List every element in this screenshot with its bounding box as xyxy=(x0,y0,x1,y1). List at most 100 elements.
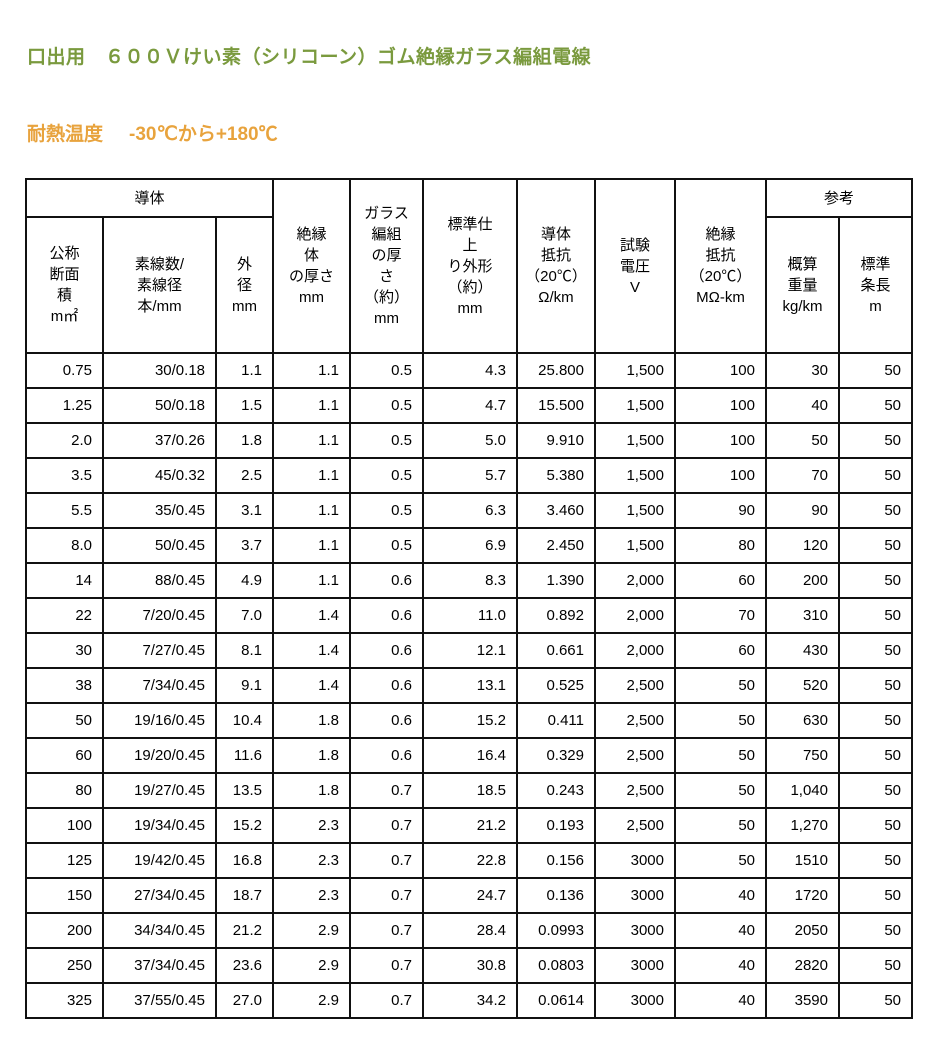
table-cell: 37/34/0.45 xyxy=(103,948,216,983)
table-cell: 0.6 xyxy=(350,633,423,668)
table-cell: 0.5 xyxy=(350,388,423,423)
table-cell: 1720 xyxy=(766,878,839,913)
table-cell: 22.8 xyxy=(423,843,517,878)
col-header-conductor-resistance: 導体 抵抗 （20℃） Ω/km xyxy=(517,179,595,353)
col-header-insulation-resistance: 絶縁 抵抗 （20℃） MΩ-km xyxy=(675,179,766,353)
table-cell: 2820 xyxy=(766,948,839,983)
table-row: 2.0 37/0.26 1.8 1.1 0.5 5.0 9.910 1,500 100 50 50 xyxy=(26,423,913,458)
table-cell: 1.8 xyxy=(273,773,350,808)
table-cell: 30 xyxy=(766,353,839,388)
table-cell: 15.2 xyxy=(216,808,273,843)
table-cell: 2.3 xyxy=(273,808,350,843)
table-cell: 3.7 xyxy=(216,528,273,563)
table-cell: 2.9 xyxy=(273,913,350,948)
group-header-reference: 参考 xyxy=(766,179,913,217)
table-cell: 16.8 xyxy=(216,843,273,878)
table-cell: 50 xyxy=(839,388,913,423)
table-row: 14 88/0.45 4.9 1.1 0.6 8.3 1.390 2,000 60 200 50 xyxy=(26,563,913,598)
table-cell: 6.3 xyxy=(423,493,517,528)
table-row: 22 7/20/0.45 7.0 1.4 0.6 11.0 0.892 2,000 70 310 5… xyxy=(26,598,913,633)
table-cell: 70 xyxy=(675,598,766,633)
heat-resistance-note: 耐熱温度 -30℃から+180℃ xyxy=(27,119,278,146)
table-cell: 2.450 xyxy=(517,528,595,563)
table-cell: 90 xyxy=(766,493,839,528)
heat-resistance-label: 耐熱温度 xyxy=(27,124,104,145)
table-row: 60 19/20/0.45 11.6 1.8 0.6 16.4 0.329 2,500 50 75… xyxy=(26,738,913,773)
table-cell: 50 xyxy=(839,423,913,458)
table-cell: 1.1 xyxy=(273,528,350,563)
table-cell: 15.500 xyxy=(517,388,595,423)
table-cell: 60 xyxy=(675,633,766,668)
table-cell: 3000 xyxy=(595,983,675,1018)
table-cell: 60 xyxy=(26,738,103,773)
table-cell: 100 xyxy=(675,353,766,388)
table-cell: 325 xyxy=(26,983,103,1018)
table-row: 0.75 30/0.18 1.1 1.1 0.5 4.3 25.800 1,500 100 30 5… xyxy=(26,353,913,388)
table-cell: 19/42/0.45 xyxy=(103,843,216,878)
table-cell: 50 xyxy=(839,948,913,983)
table-cell: 50 xyxy=(839,563,913,598)
table-cell: 0.136 xyxy=(517,878,595,913)
table-cell: 50 xyxy=(839,458,913,493)
table-cell: 0.6 xyxy=(350,738,423,773)
table-cell: 1,500 xyxy=(595,458,675,493)
table-cell: 80 xyxy=(26,773,103,808)
table-cell: 0.193 xyxy=(517,808,595,843)
table-cell: 22 xyxy=(26,598,103,633)
table-cell: 3.1 xyxy=(216,493,273,528)
table-cell: 50 xyxy=(675,668,766,703)
table-cell: 40 xyxy=(675,878,766,913)
table-cell: 4.7 xyxy=(423,388,517,423)
table-cell: 19/16/0.45 xyxy=(103,703,216,738)
table-cell: 24.7 xyxy=(423,878,517,913)
table-cell: 50 xyxy=(839,353,913,388)
table-cell: 7/34/0.45 xyxy=(103,668,216,703)
table-cell: 9.910 xyxy=(517,423,595,458)
table-row: 1.25 50/0.18 1.5 1.1 0.5 4.7 15.500 1,500 100 40 5… xyxy=(26,388,913,423)
table-cell: 0.5 xyxy=(350,423,423,458)
table-cell: 750 xyxy=(766,738,839,773)
table-cell: 0.329 xyxy=(517,738,595,773)
table-cell: 11.6 xyxy=(216,738,273,773)
table-row: 50 19/16/0.45 10.4 1.8 0.6 15.2 0.411 2,500 50 63… xyxy=(26,703,913,738)
table-cell: 2050 xyxy=(766,913,839,948)
table-cell: 27/34/0.45 xyxy=(103,878,216,913)
col-header-finished-outer-diameter: 標準仕 上 り外形 （約） mm xyxy=(423,179,517,353)
table-cell: 50 xyxy=(26,703,103,738)
table-row: 200 34/34/0.45 21.2 2.9 0.7 28.4 0.0993 3000 40 2… xyxy=(26,913,913,948)
table-cell: 40 xyxy=(766,388,839,423)
table-cell: 11.0 xyxy=(423,598,517,633)
table-cell: 3000 xyxy=(595,878,675,913)
table-cell: 200 xyxy=(26,913,103,948)
table-cell: 27.0 xyxy=(216,983,273,1018)
table-cell: 1.8 xyxy=(273,703,350,738)
table-cell: 40 xyxy=(675,983,766,1018)
col-header-nominal-cross-section: 公称 断面 積 m㎡ xyxy=(26,217,103,353)
table-cell: 7.0 xyxy=(216,598,273,633)
table-cell: 3000 xyxy=(595,948,675,983)
table-cell: 21.2 xyxy=(423,808,517,843)
table-cell: 3590 xyxy=(766,983,839,1018)
table-cell: 50 xyxy=(766,423,839,458)
table-cell: 8.0 xyxy=(26,528,103,563)
table-cell: 100 xyxy=(675,388,766,423)
table-cell: 28.4 xyxy=(423,913,517,948)
table-cell: 2,000 xyxy=(595,563,675,598)
table-cell: 3000 xyxy=(595,913,675,948)
table-cell: 1.1 xyxy=(273,458,350,493)
table-cell: 1.4 xyxy=(273,633,350,668)
table-cell: 2,500 xyxy=(595,773,675,808)
table-cell: 60 xyxy=(675,563,766,598)
table-cell: 2,000 xyxy=(595,633,675,668)
wire-spec-table: 導体 絶縁 体 の厚さ mm ガラス 編組 の厚 さ （約） mm 標準仕 上 … xyxy=(25,178,914,1019)
table-cell: 2.3 xyxy=(273,843,350,878)
table-cell: 0.7 xyxy=(350,843,423,878)
table-cell: 0.5 xyxy=(350,528,423,563)
table-cell: 80 xyxy=(675,528,766,563)
table-cell: 0.5 xyxy=(350,493,423,528)
col-header-outer-diameter: 外 径 mm xyxy=(216,217,273,353)
table-cell: 1,270 xyxy=(766,808,839,843)
table-cell: 2,500 xyxy=(595,738,675,773)
table-cell: 14 xyxy=(26,563,103,598)
table-cell: 430 xyxy=(766,633,839,668)
